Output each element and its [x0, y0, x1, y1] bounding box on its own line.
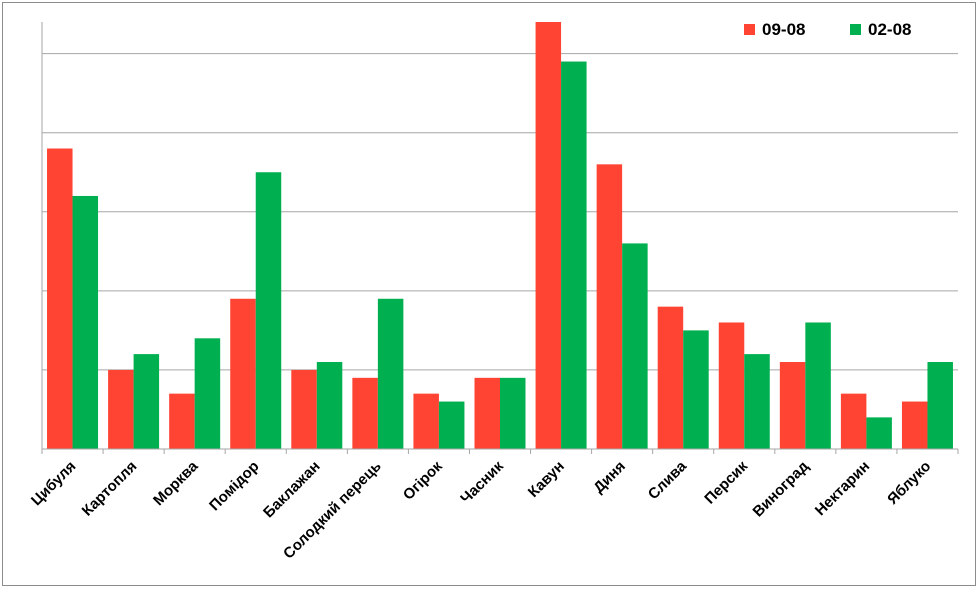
bar-02-08-Персик	[744, 354, 770, 449]
legend-label-02-08: 02-08	[868, 20, 911, 39]
bar-09-08-Часник	[474, 377, 500, 449]
x-tick-label: Огірок	[400, 457, 446, 503]
x-tick-label: Морква	[150, 457, 202, 509]
bar-09-08-Слива	[657, 306, 684, 449]
x-tick-label: Часник	[457, 457, 507, 507]
bar-02-08-Морква	[194, 338, 221, 449]
legend-swatch-02-08	[850, 24, 861, 35]
bar-02-08-Картопля	[133, 354, 160, 449]
bars	[47, 22, 953, 450]
bar-02-08-Слива	[683, 330, 709, 449]
x-tick-label: Слива	[645, 457, 691, 503]
bar-09-08-Яблуко	[901, 401, 928, 449]
bar-09-08-Помідор	[230, 298, 256, 449]
bar-02-08-Часник	[500, 377, 526, 449]
x-axis	[41, 22, 959, 454]
bar-09-08-Огірок	[413, 393, 439, 449]
bar-02-08-Нектарин	[866, 417, 892, 449]
x-tick-label: Цибуля	[28, 458, 79, 509]
bar-02-08-Баклажан	[316, 362, 343, 449]
bar-09-08-Картопля	[108, 369, 134, 449]
bar-02-08-Цибуля	[72, 195, 99, 449]
bar-09-08-Диня	[596, 164, 623, 450]
legend-label-09-08: 09-08	[762, 20, 805, 39]
bar-09-08-Морква	[169, 393, 195, 449]
legend: 09-08 02-08	[744, 20, 911, 39]
bar-02-08-Огірок	[438, 401, 465, 449]
x-tick-labels: Цибуля Картопля Морква ПомідорБаклажанСолод…	[28, 457, 934, 562]
x-tick-label: Яблуко	[884, 458, 934, 508]
x-tick-label: Баклажан	[260, 458, 324, 522]
x-tick-label: Виноград	[750, 457, 813, 520]
bar-02-08-Диня	[622, 243, 648, 449]
x-tick-label: Кавун	[525, 458, 568, 501]
x-tick-label: Помідор	[206, 458, 262, 514]
bar-09-08-Виноград	[779, 362, 806, 449]
bar-09-08-Солодкий перець	[352, 377, 378, 449]
bar-02-08-Солодкий перець	[377, 298, 404, 449]
bar-02-08-Помідор	[255, 172, 282, 450]
x-tick-label: Нектарин	[812, 458, 873, 519]
bar-09-08-Нектарин	[840, 393, 867, 449]
bar-09-08-Персик	[718, 322, 745, 449]
x-tick-label: Диня	[590, 458, 629, 497]
bar-02-08-Яблуко	[927, 362, 953, 449]
x-tick-label: Картопля	[79, 458, 141, 520]
bar-02-08-Виноград	[805, 322, 831, 449]
bar-02-08-Кавун	[561, 61, 587, 449]
legend-swatch-09-08	[744, 24, 755, 35]
bar-09-08-Кавун	[535, 22, 562, 449]
bar-09-08-Цибуля	[47, 148, 73, 449]
x-tick-label: Персик	[701, 457, 751, 507]
bar-09-08-Баклажан	[291, 369, 317, 449]
